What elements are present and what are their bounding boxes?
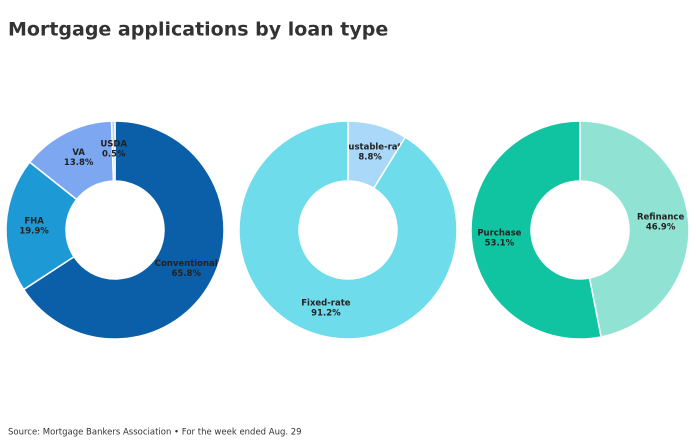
slice-label: Refinance [637, 213, 684, 223]
slice-value-label: 8.8% [358, 153, 382, 163]
slice-label: VA [72, 148, 85, 158]
slice-value-label: 0.5% [102, 150, 126, 160]
slice-label: FHA [24, 217, 44, 227]
slice-value-label: 91.2% [311, 308, 341, 318]
slice-value-label: 53.1% [485, 238, 515, 248]
slice-label: Adjustable-rate [333, 143, 408, 153]
slice-value-label: 13.8% [64, 158, 94, 168]
donut-slice [5, 161, 78, 291]
slice-value-label: 46.9% [646, 223, 676, 233]
slice-value-label: 65.8% [171, 269, 201, 279]
source-note: Source: Mortgage Bankers Association • F… [8, 428, 302, 438]
slice-label: Fixed-rate [301, 298, 351, 308]
donut-slice [22, 120, 225, 340]
donut-slice [110, 120, 116, 182]
slice-label: Purchase [477, 228, 521, 238]
slice-value-label: 19.9% [19, 227, 49, 237]
slice-label: USDA [100, 140, 127, 150]
donut-slice [238, 120, 458, 340]
slice-label: Conventional [155, 259, 218, 269]
chart-title: Mortgage applications by loan type [8, 19, 388, 41]
donut-slice [579, 120, 690, 338]
donut-slice [470, 120, 602, 340]
